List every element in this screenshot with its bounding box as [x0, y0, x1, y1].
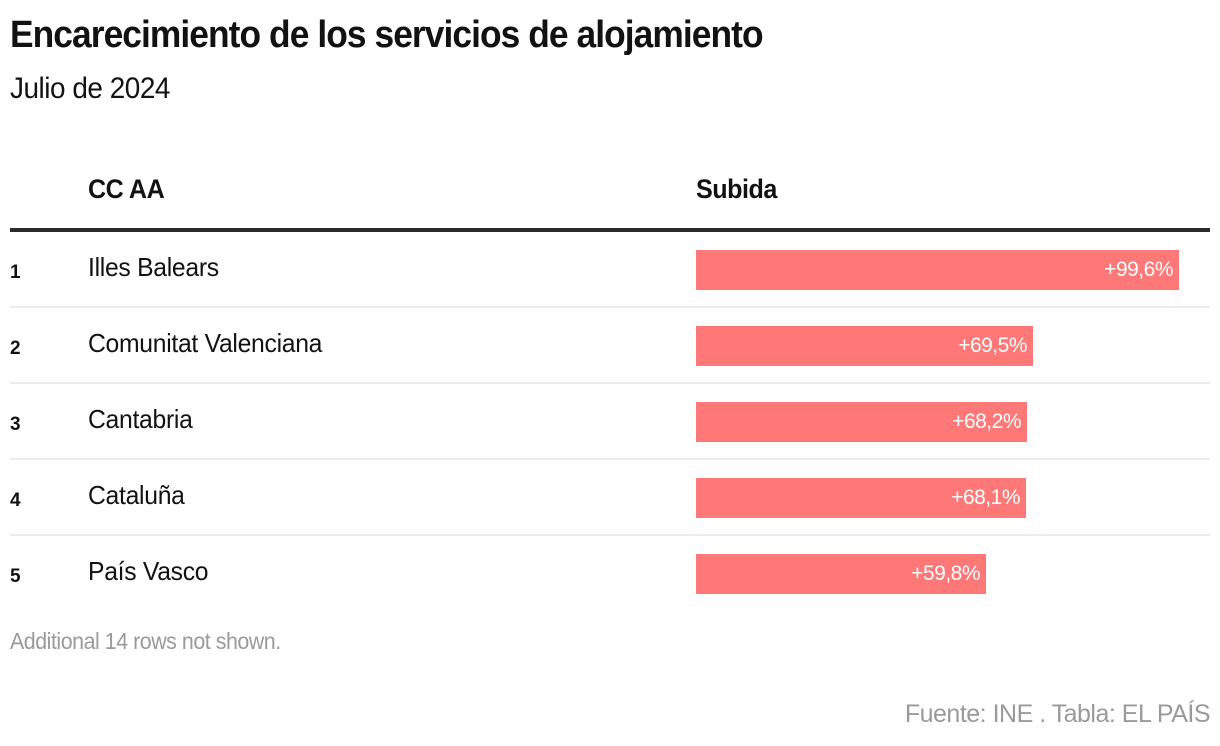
row-region-name: Comunitat Valenciana: [88, 328, 323, 358]
row-rank: 3: [10, 414, 21, 435]
table-row: 4 Cataluña +68,1%: [10, 460, 1210, 536]
row-region-name: País Vasco: [88, 556, 209, 586]
bar-value-label: +59,8%: [911, 562, 980, 585]
table-row: 1 Illes Balears +99,6%: [10, 232, 1210, 308]
bar: +68,1%: [696, 478, 1026, 518]
bar-value-label: +68,1%: [951, 486, 1020, 509]
table-row: 5 País Vasco +59,8%: [10, 536, 1210, 612]
row-rank: 4: [10, 490, 21, 511]
bar: +59,8%: [696, 554, 986, 594]
bar-track: +68,1%: [696, 478, 1210, 518]
chart-subtitle: Julio de 2024: [10, 72, 170, 105]
table-row: 3 Cantabria +68,2%: [10, 384, 1210, 460]
row-region-name: Illes Balears: [88, 252, 219, 282]
bar-value-label: +68,2%: [952, 410, 1021, 433]
bar-value-label: +69,5%: [958, 334, 1027, 357]
bar-track: +59,8%: [696, 554, 1210, 594]
source-credit: Fuente: INE . Tabla: EL PAÍS: [904, 700, 1211, 728]
row-rank: 5: [10, 566, 21, 587]
column-header-increase: Subida: [696, 174, 777, 204]
bar-track: +99,6%: [696, 250, 1210, 290]
row-rank: 2: [10, 338, 21, 359]
rows-not-shown-note: Additional 14 rows not shown.: [10, 628, 281, 654]
table-body: 1 Illes Balears +99,6% 2 Comunitat Valen…: [10, 232, 1210, 612]
row-region-name: Cantabria: [88, 404, 193, 434]
table-row: 2 Comunitat Valenciana +69,5%: [10, 308, 1210, 384]
bar-track: +68,2%: [696, 402, 1210, 442]
chart-title: Encarecimiento de los servicios de aloja…: [10, 14, 764, 56]
bar-value-label: +99,6%: [1104, 258, 1173, 281]
column-header-region: CC AA: [88, 174, 165, 204]
ranking-table: CC AA Subida 1 Illes Balears +99,6% 2 Co…: [10, 164, 1210, 612]
bar: +99,6%: [696, 250, 1179, 290]
bar: +68,2%: [696, 402, 1027, 442]
header-divider: [10, 228, 1210, 232]
table-header: CC AA Subida: [10, 164, 1210, 228]
bar-track: +69,5%: [696, 326, 1210, 366]
row-rank: 1: [10, 262, 21, 283]
bar: +69,5%: [696, 326, 1033, 366]
row-region-name: Cataluña: [88, 480, 185, 510]
